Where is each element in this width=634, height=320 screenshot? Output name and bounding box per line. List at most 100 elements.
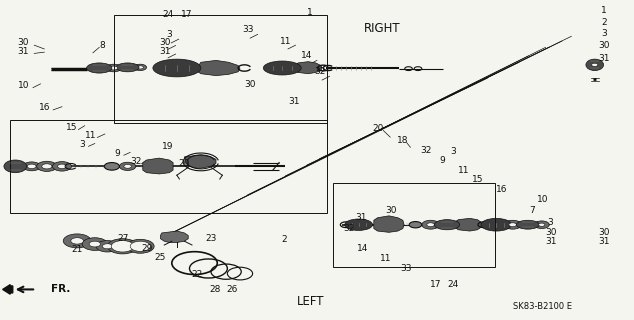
Circle shape (107, 239, 138, 254)
Circle shape (509, 223, 517, 227)
Text: 11: 11 (458, 166, 470, 175)
Circle shape (137, 66, 143, 69)
Circle shape (534, 221, 549, 228)
Text: 3: 3 (79, 140, 85, 148)
Circle shape (106, 64, 121, 72)
Text: 31: 31 (598, 54, 610, 63)
Circle shape (588, 62, 601, 68)
Text: 1: 1 (601, 6, 607, 15)
Bar (10, 120, 327, 213)
Text: 22: 22 (191, 270, 203, 279)
Circle shape (111, 241, 134, 252)
Circle shape (124, 164, 131, 168)
Text: 15: 15 (67, 123, 78, 132)
Polygon shape (294, 62, 322, 74)
Text: 30: 30 (385, 206, 398, 215)
Text: 14: 14 (301, 52, 313, 60)
Circle shape (96, 241, 119, 252)
Text: 10: 10 (18, 81, 29, 90)
Ellipse shape (87, 63, 112, 73)
Circle shape (130, 241, 150, 252)
Circle shape (53, 162, 72, 171)
Text: 33: 33 (400, 264, 411, 273)
Text: 31: 31 (18, 47, 29, 56)
Text: 3: 3 (451, 147, 456, 156)
Text: 24: 24 (448, 280, 459, 289)
Circle shape (63, 234, 91, 248)
Text: 15: 15 (472, 175, 483, 184)
Circle shape (592, 63, 598, 67)
Text: 1: 1 (307, 8, 313, 17)
Text: 2: 2 (602, 18, 607, 27)
Text: 31: 31 (288, 97, 300, 106)
Text: 26: 26 (227, 285, 238, 294)
Text: 9: 9 (115, 148, 120, 157)
Circle shape (427, 223, 434, 227)
Polygon shape (197, 60, 240, 76)
Ellipse shape (153, 59, 201, 77)
Text: LEFT: LEFT (297, 295, 325, 308)
FancyArrow shape (3, 285, 13, 294)
Text: 21: 21 (72, 245, 83, 254)
Circle shape (134, 64, 146, 70)
Text: 32: 32 (344, 224, 355, 233)
Text: 11: 11 (85, 131, 97, 140)
Text: 24: 24 (162, 10, 174, 19)
Polygon shape (374, 216, 404, 232)
Text: RIGHT: RIGHT (365, 22, 401, 35)
Circle shape (89, 241, 101, 247)
Circle shape (58, 164, 67, 169)
Text: 3: 3 (165, 29, 172, 39)
Text: 29: 29 (141, 244, 152, 253)
Circle shape (71, 238, 84, 244)
Text: 32: 32 (420, 146, 431, 155)
Text: SK83-B2100 E: SK83-B2100 E (514, 302, 573, 311)
Text: 27: 27 (117, 234, 128, 243)
Text: 31: 31 (356, 213, 367, 222)
Circle shape (23, 162, 41, 171)
Text: 30: 30 (160, 38, 171, 47)
Text: 32: 32 (130, 157, 141, 166)
Text: 19: 19 (162, 142, 174, 151)
Text: 30: 30 (18, 38, 29, 47)
Circle shape (82, 238, 107, 251)
Ellipse shape (345, 219, 373, 230)
Ellipse shape (263, 61, 301, 75)
Ellipse shape (481, 218, 512, 231)
Ellipse shape (4, 160, 27, 173)
Text: 23: 23 (205, 234, 217, 243)
Ellipse shape (586, 59, 604, 70)
Text: 20: 20 (179, 159, 190, 168)
Text: 17: 17 (430, 280, 441, 289)
Circle shape (422, 220, 439, 229)
Text: 2: 2 (281, 236, 287, 244)
Circle shape (119, 162, 136, 171)
Circle shape (110, 66, 117, 70)
Text: 31: 31 (545, 237, 556, 246)
Polygon shape (455, 218, 481, 231)
Text: 14: 14 (357, 244, 368, 253)
Text: 32: 32 (314, 67, 325, 76)
Text: 18: 18 (396, 136, 408, 145)
Text: 10: 10 (537, 195, 549, 204)
Polygon shape (160, 231, 188, 243)
Ellipse shape (434, 220, 460, 230)
Text: 30: 30 (244, 80, 256, 89)
Circle shape (27, 164, 36, 169)
Text: 7: 7 (529, 206, 534, 215)
Text: 11: 11 (380, 254, 392, 263)
Circle shape (409, 221, 422, 228)
Text: 11: 11 (280, 36, 291, 45)
Text: 33: 33 (242, 25, 254, 35)
Text: 28: 28 (209, 285, 221, 294)
Ellipse shape (116, 63, 139, 72)
Bar (333, 183, 495, 267)
Polygon shape (143, 158, 173, 174)
Text: 30: 30 (598, 41, 610, 50)
Text: FR.: FR. (51, 284, 70, 294)
Circle shape (538, 223, 545, 226)
Circle shape (42, 164, 52, 169)
Text: 30: 30 (545, 228, 556, 237)
Text: 16: 16 (39, 103, 50, 112)
Text: 16: 16 (496, 185, 508, 194)
